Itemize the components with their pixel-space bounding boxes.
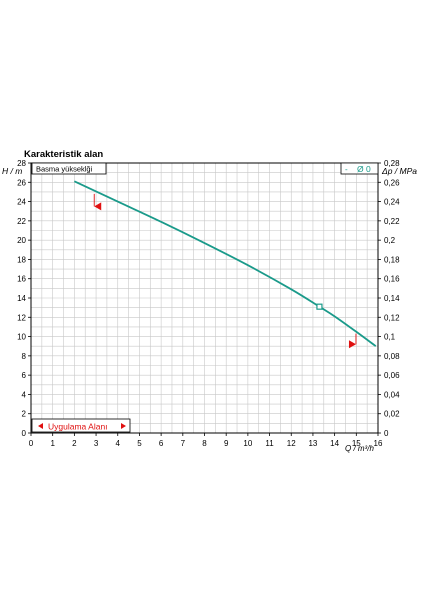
y2-tick-label: 0,16	[384, 275, 400, 284]
y-tick-label: 6	[22, 371, 27, 380]
chart-title: Karakteristik alan	[24, 149, 103, 160]
y-tick-label: 24	[17, 198, 26, 207]
y-tick-label: 8	[22, 352, 27, 361]
y2-tick-label: 0,08	[384, 352, 400, 361]
x-tick-label: 6	[159, 439, 164, 448]
x-tick-label: 8	[202, 439, 207, 448]
x-tick-label: 2	[72, 439, 77, 448]
y-axis-label: H / m	[2, 166, 22, 176]
y2-tick-label: 0,18	[384, 255, 400, 264]
arrow-right-icon	[121, 423, 126, 429]
x-tick-label: 0	[29, 439, 34, 448]
legend-prefix: -	[345, 165, 348, 174]
x-tick-label: 13	[308, 439, 317, 448]
x-tick-label: 16	[374, 439, 383, 448]
y-tick-label: 14	[17, 294, 26, 303]
x-tick-label: 7	[181, 439, 186, 448]
x-ticks: 0 1 2 3 4 5 6 7 8 9 10 11 12 13 14 15 16	[29, 433, 383, 448]
y-tick-label: 2	[22, 410, 27, 419]
application-area-box: Uygulama Alanı	[31, 418, 131, 433]
y-tick-label: 26	[17, 178, 26, 187]
x-tick-label: 1	[50, 439, 55, 448]
y-tick-label: 16	[17, 275, 26, 284]
y2-tick-label: 0,14	[384, 294, 400, 303]
x-tick-label: 11	[265, 439, 274, 448]
x-tick-label: 14	[330, 439, 339, 448]
y2-tick-label: 0,22	[384, 217, 400, 226]
y2-tick-label: 0,04	[384, 390, 400, 399]
y-tick-label: 22	[17, 217, 26, 226]
range-marker-right	[348, 340, 356, 349]
range-markers	[93, 193, 357, 349]
series-line	[73, 180, 377, 347]
y2-tick-label: 0,02	[384, 410, 400, 419]
y-tick-label: 18	[17, 255, 26, 264]
y2-tick-label: 0,2	[384, 236, 396, 245]
y2-tick-label: 0,12	[384, 313, 400, 322]
panel-label-box: Basma yükseklği	[31, 162, 107, 175]
arrow-left-icon	[38, 423, 43, 429]
x-tick-label: 5	[137, 439, 142, 448]
x-tick-label: 9	[224, 439, 229, 448]
legend: - Ø 0	[340, 162, 379, 175]
grid	[31, 163, 378, 433]
y2-tick-label: 0,26	[384, 178, 400, 187]
y-tick-label: 10	[17, 333, 26, 342]
y-tick-label: 20	[17, 236, 26, 245]
y2-tick-label: 0,06	[384, 371, 400, 380]
x-tick-label: 3	[94, 439, 99, 448]
x-tick-label: 4	[116, 439, 121, 448]
application-label: Uygulama Alanı	[48, 422, 108, 432]
range-marker-left	[94, 202, 102, 211]
y-tick-label: 4	[22, 390, 27, 399]
y2-tick-label: 0,28	[384, 159, 400, 168]
y2-tick-label: 0,24	[384, 198, 400, 207]
y2-tick-label: 0	[384, 429, 389, 438]
x-axis-label: Q / m³/h	[345, 444, 374, 453]
y2-tick-label: 0,1	[384, 333, 396, 342]
operating-point-marker	[316, 303, 323, 310]
y-tick-label: 12	[17, 313, 26, 322]
legend-entry: Ø 0	[357, 164, 371, 174]
panel-label: Basma yükseklği	[36, 165, 93, 174]
x-tick-label: 10	[243, 439, 252, 448]
y2-ticks: 0 0,02 0,04 0,06 0,08 0,1 0,12 0,14 0,16 0,18 0,2 0…	[378, 159, 400, 438]
y-tick-label: 28	[17, 159, 26, 168]
y2-axis-label: Δp / MPa	[381, 166, 417, 176]
x-tick-label: 12	[287, 439, 296, 448]
y-tick-label: 0	[22, 429, 27, 438]
x-tick-label: 15	[352, 439, 361, 448]
